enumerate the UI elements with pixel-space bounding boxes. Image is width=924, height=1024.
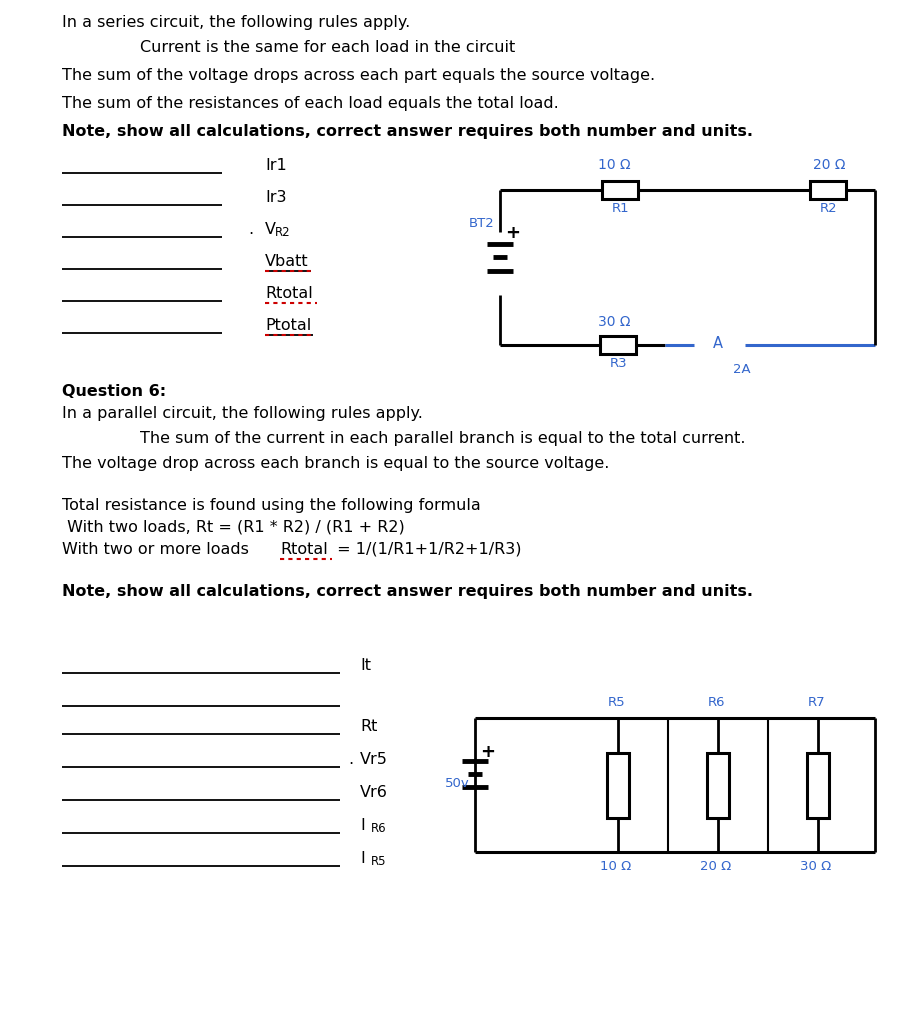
Text: Ir3: Ir3 [265,190,286,205]
Bar [600,336,636,354]
Text: Vr5: Vr5 [360,752,388,767]
Text: R5: R5 [371,855,386,868]
Text: The voltage drop across each branch is equal to the source voltage.: The voltage drop across each branch is e… [62,456,609,471]
Text: Note, show all calculations, correct answer requires both number and units.: Note, show all calculations, correct ans… [62,584,753,599]
Text: 2A: 2A [733,362,750,376]
Text: A: A [713,336,723,351]
Text: Question 6:: Question 6: [62,384,166,399]
Text: 30 Ω: 30 Ω [598,315,630,329]
Text: Current is the same for each load in the circuit: Current is the same for each load in the… [140,40,516,55]
Text: 30 Ω: 30 Ω [800,860,832,873]
Text: I: I [360,851,365,866]
Text: Rt: Rt [360,719,377,734]
Text: R7: R7 [808,696,826,709]
Circle shape [696,323,740,367]
Text: Rtotal: Rtotal [280,542,328,557]
Text: The sum of the resistances of each load equals the total load.: The sum of the resistances of each load … [62,96,559,111]
Text: BT2: BT2 [469,217,495,230]
Text: +: + [480,743,495,761]
Text: In a parallel circuit, the following rules apply.: In a parallel circuit, the following rul… [62,406,423,421]
Text: .: . [348,752,353,767]
Text: 20 Ω: 20 Ω [700,860,731,873]
Text: .: . [248,222,253,237]
Text: R6: R6 [708,696,725,709]
Text: R2: R2 [820,202,838,215]
Text: With two loads, Rt = (R1 * R2) / (R1 + R2): With two loads, Rt = (R1 * R2) / (R1 + R… [62,520,405,535]
Text: In a series circuit, the following rules apply.: In a series circuit, the following rules… [62,15,410,30]
Text: R6: R6 [371,822,386,835]
Text: R2: R2 [275,226,291,239]
Text: R5: R5 [608,696,626,709]
Text: R1: R1 [612,202,629,215]
Text: R3: R3 [610,357,627,370]
Bar [807,753,829,817]
Text: With two or more loads: With two or more loads [62,542,264,557]
Text: Rtotal: Rtotal [265,286,312,301]
Text: Ir1: Ir1 [265,158,286,173]
Text: 20 Ω: 20 Ω [813,158,845,172]
Text: It: It [360,658,371,673]
Text: = 1/(1/R1+1/R2+1/R3): = 1/(1/R1+1/R2+1/R3) [332,542,521,557]
Bar [607,753,629,817]
Text: 50v: 50v [445,777,470,790]
Text: V: V [265,222,276,237]
Text: +: + [505,224,520,242]
Bar [810,181,846,199]
Text: Total resistance is found using the following formula: Total resistance is found using the foll… [62,498,480,513]
Text: Vr6: Vr6 [360,785,388,800]
Text: Ptotal: Ptotal [265,318,311,333]
Text: 10 Ω: 10 Ω [600,860,631,873]
Bar [602,181,638,199]
Text: Vbatt: Vbatt [265,254,309,269]
Text: Note, show all calculations, correct answer requires both number and units.: Note, show all calculations, correct ans… [62,124,753,139]
Text: 10 Ω: 10 Ω [598,158,630,172]
Text: The sum of the voltage drops across each part equals the source voltage.: The sum of the voltage drops across each… [62,68,655,83]
Text: The sum of the current in each parallel branch is equal to the total current.: The sum of the current in each parallel … [140,431,746,446]
Bar [707,753,729,817]
Text: I: I [360,818,365,833]
